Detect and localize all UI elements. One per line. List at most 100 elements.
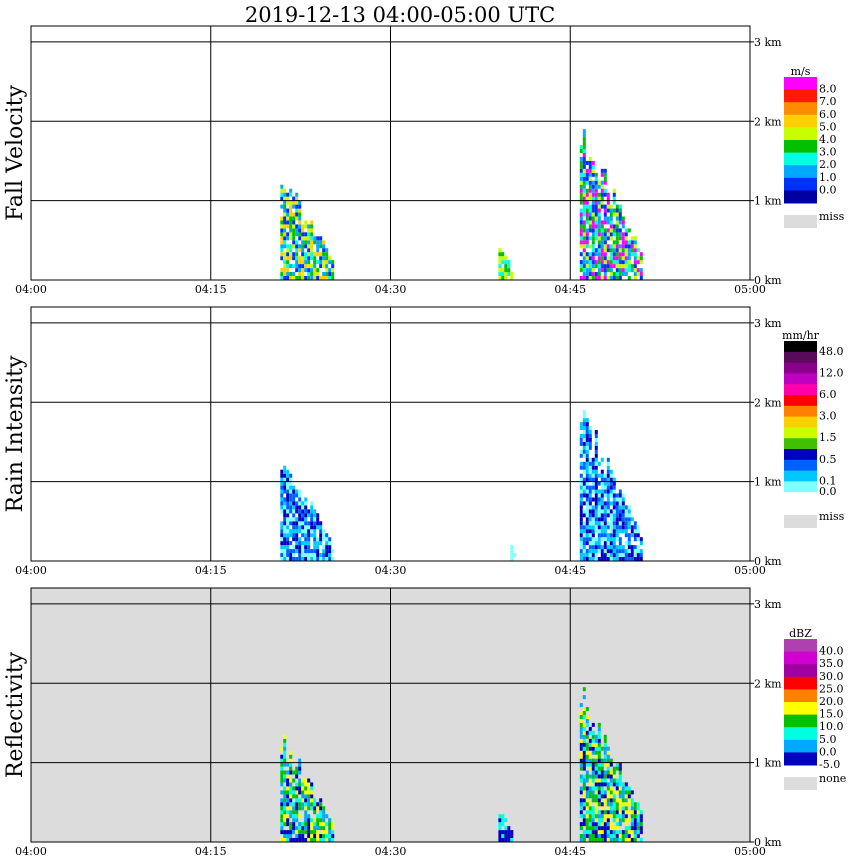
echo-cell <box>580 232 583 236</box>
echo-cell <box>613 798 616 802</box>
echo-cell <box>304 794 307 798</box>
echo-cell <box>607 205 610 209</box>
echo-cell <box>595 537 598 541</box>
legend-label: 30.0 <box>819 670 844 683</box>
echo-cell <box>634 818 637 822</box>
echo-cell <box>310 509 313 513</box>
echo-cell <box>289 771 292 775</box>
echo-cell <box>595 446 598 450</box>
echo-cell <box>637 268 640 272</box>
legend-swatch <box>784 127 817 140</box>
echo-cell <box>286 248 289 252</box>
echo-cell <box>586 173 589 177</box>
echo-cell <box>286 763 289 767</box>
echo-cell <box>622 557 625 561</box>
echo-cell <box>586 830 589 834</box>
time-tick-label: 04:30 <box>375 845 407 858</box>
echo-cell <box>589 731 592 735</box>
echo-cell <box>580 779 583 783</box>
echo-cell <box>286 794 289 798</box>
echo-cell <box>586 731 589 735</box>
echo-cell <box>622 545 625 549</box>
echo-cell <box>583 727 586 731</box>
echo-cell <box>304 276 307 280</box>
legend-label: 0.5 <box>819 453 837 466</box>
echo-cell <box>580 521 583 525</box>
echo-cell <box>589 751 592 755</box>
echo-cell <box>295 545 298 549</box>
echo-cell <box>589 478 592 482</box>
echo-cell <box>628 252 631 256</box>
echo-cell <box>625 782 628 786</box>
echo-cell <box>283 834 286 838</box>
echo-cell <box>607 767 610 771</box>
echo-cell <box>613 838 616 842</box>
echo-cell <box>616 213 619 217</box>
echo-cell <box>280 557 283 561</box>
echo-cell <box>595 224 598 228</box>
echo-cell <box>589 533 592 537</box>
echo-cell <box>301 264 304 268</box>
echo-cell <box>286 525 289 529</box>
echo-cell <box>592 466 595 470</box>
echo-cell <box>589 767 592 771</box>
echo-cell <box>292 513 295 517</box>
echo-cell <box>640 830 643 834</box>
echo-cell <box>283 743 286 747</box>
echo-cell <box>607 494 610 498</box>
echo-cell <box>283 478 286 482</box>
echo-cell <box>292 272 295 276</box>
echo-cell <box>604 763 607 767</box>
legend-label: 20.0 <box>819 695 844 708</box>
echo-cell <box>580 719 583 723</box>
echo-cell <box>289 228 292 232</box>
echo-cell <box>613 501 616 505</box>
echo-cell <box>586 240 589 244</box>
legend-swatch <box>784 460 817 471</box>
echo-cell <box>313 838 316 842</box>
echo-cell <box>283 256 286 260</box>
echo-cell <box>586 743 589 747</box>
echo-cell <box>580 798 583 802</box>
echo-cell <box>301 798 304 802</box>
echo-cell <box>619 209 622 213</box>
echo-cell <box>322 818 325 822</box>
echo-cell <box>586 193 589 197</box>
echo-cell <box>610 232 613 236</box>
echo-cell <box>583 426 586 430</box>
echo-cell <box>610 782 613 786</box>
echo-cell <box>283 189 286 193</box>
echo-cell <box>310 838 313 842</box>
echo-cell <box>589 228 592 232</box>
echo-cell <box>601 782 604 786</box>
echo-cell <box>622 553 625 557</box>
echo-cell <box>316 268 319 272</box>
echo-cell <box>601 771 604 775</box>
echo-cell <box>286 236 289 240</box>
echo-cell <box>610 771 613 775</box>
echo-cell <box>583 695 586 699</box>
echo-cell <box>292 264 295 268</box>
echo-cell <box>589 264 592 268</box>
echo-cell <box>301 779 304 783</box>
echo-cell <box>595 775 598 779</box>
echo-cell <box>295 838 298 842</box>
echo-cell <box>589 830 592 834</box>
echo-cell <box>580 240 583 244</box>
echo-cell <box>622 794 625 798</box>
echo-cell <box>619 490 622 494</box>
echo-cell <box>607 521 610 525</box>
echo-cell <box>604 525 607 529</box>
echo-cell <box>298 790 301 794</box>
echo-cell <box>504 260 507 264</box>
echo-cell <box>601 224 604 228</box>
echo-cell <box>328 276 331 280</box>
echo-cell <box>625 248 628 252</box>
legend-label: 0.0 <box>819 183 837 196</box>
echo-cell <box>586 786 589 790</box>
echo-cell <box>589 458 592 462</box>
echo-cell <box>589 553 592 557</box>
echo-cell <box>328 260 331 264</box>
echo-cell <box>625 529 628 533</box>
echo-cell <box>589 209 592 213</box>
